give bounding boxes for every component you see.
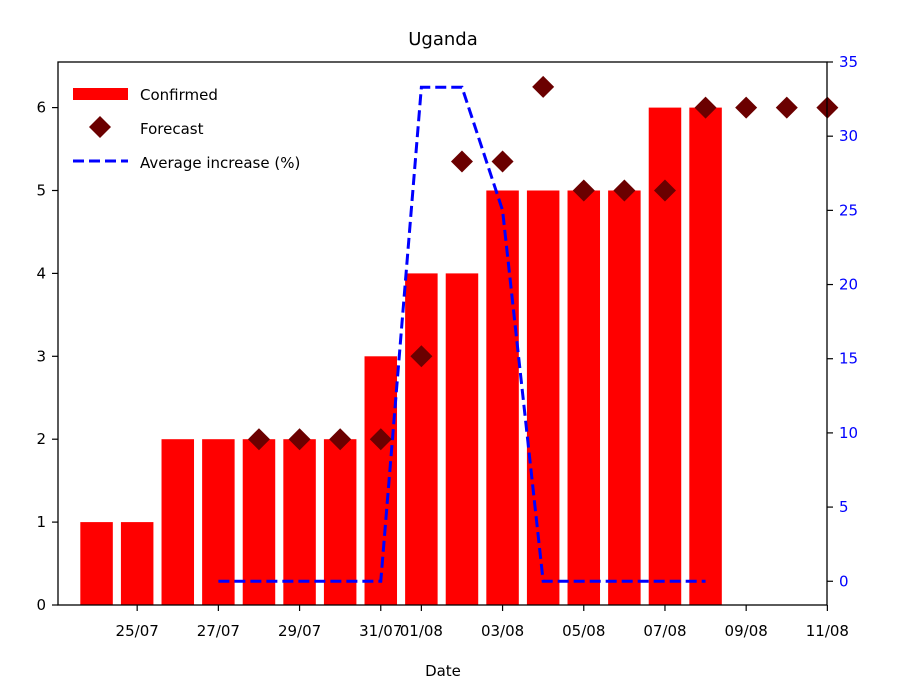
legend-swatch-confirmed bbox=[73, 88, 128, 100]
right-tick-label: 25 bbox=[839, 201, 858, 219]
confirmed-bar bbox=[608, 190, 641, 605]
confirmed-bar bbox=[80, 522, 113, 605]
confirmed-bar bbox=[161, 439, 195, 605]
right-tick-label: 15 bbox=[839, 350, 858, 368]
legend-swatch-forecast bbox=[89, 116, 111, 138]
right-tick-label: 30 bbox=[839, 127, 858, 145]
x-tick-label: 07/08 bbox=[643, 622, 686, 640]
legend: Confirmed Forecast Average increase (%) bbox=[73, 86, 300, 172]
confirmed-bar bbox=[689, 107, 722, 605]
left-tick-label: 2 bbox=[36, 430, 46, 448]
confirmed-bar bbox=[120, 522, 154, 605]
confirmed-bar bbox=[567, 190, 601, 605]
confirmed-bar bbox=[323, 439, 357, 605]
left-tick-label: 5 bbox=[36, 181, 46, 199]
legend-label-average: Average increase (%) bbox=[140, 154, 300, 172]
x-tick-label: 11/08 bbox=[806, 622, 849, 640]
plot-border bbox=[57, 61, 828, 606]
average-increase-series-line bbox=[218, 85, 706, 583]
forecast-point bbox=[572, 179, 595, 202]
forecast-point bbox=[247, 428, 270, 451]
confirmed-bar bbox=[283, 439, 316, 605]
x-tick-label: 05/08 bbox=[562, 622, 605, 640]
right-tick-label: 10 bbox=[839, 424, 858, 442]
forecast-point bbox=[532, 75, 555, 98]
forecast-point bbox=[491, 150, 514, 173]
x-tick-label: 29/07 bbox=[278, 622, 321, 640]
left-tick-label: 0 bbox=[36, 596, 46, 614]
forecast-point bbox=[369, 428, 392, 451]
x-tick-label: 09/08 bbox=[725, 622, 768, 640]
x-tick-label: 25/07 bbox=[116, 622, 159, 640]
plot-frame bbox=[57, 61, 828, 606]
forecast-point bbox=[775, 96, 798, 119]
confirmed-bars bbox=[80, 107, 722, 605]
forecast-point bbox=[410, 345, 433, 368]
confirmed-bar bbox=[405, 273, 438, 605]
right-tick-label: 35 bbox=[839, 53, 858, 71]
confirmed-bar bbox=[526, 190, 560, 605]
forecast-point bbox=[613, 179, 636, 202]
confirmed-bar bbox=[242, 439, 276, 605]
forecast-point bbox=[288, 428, 311, 451]
left-tick-label: 4 bbox=[36, 264, 46, 282]
left-y-axis: 0 1 2 3 4 5 6 bbox=[36, 99, 58, 614]
left-tick-label: 1 bbox=[36, 513, 46, 531]
x-axis-label: Date bbox=[425, 662, 461, 680]
forecast-points bbox=[247, 75, 839, 451]
legend-label-confirmed: Confirmed bbox=[140, 86, 218, 104]
forecast-point bbox=[653, 179, 676, 202]
x-tick-label: 01/08 bbox=[400, 622, 443, 640]
right-tick-label: 0 bbox=[839, 572, 849, 590]
confirmed-bar bbox=[202, 439, 235, 605]
forecast-point bbox=[694, 96, 717, 119]
right-y-axis: 0 5 10 15 20 25 30 35 bbox=[827, 53, 858, 590]
right-tick-label: 5 bbox=[839, 498, 849, 516]
forecast-point bbox=[450, 150, 473, 173]
left-tick-label: 6 bbox=[36, 99, 46, 117]
x-tick-label: 31/07 bbox=[359, 622, 402, 640]
confirmed-bar bbox=[364, 356, 398, 605]
right-tick-label: 20 bbox=[839, 276, 858, 294]
legend-label-forecast: Forecast bbox=[140, 120, 204, 138]
confirmed-bar bbox=[486, 190, 519, 605]
left-tick-label: 3 bbox=[36, 347, 46, 365]
confirmed-bar bbox=[445, 273, 479, 605]
forecast-point bbox=[329, 428, 352, 451]
chart-title: Uganda bbox=[408, 29, 478, 50]
x-tick-label: 03/08 bbox=[481, 622, 524, 640]
forecast-point bbox=[735, 96, 758, 119]
x-tick-label: 27/07 bbox=[197, 622, 240, 640]
average-increase-line bbox=[218, 85, 706, 583]
